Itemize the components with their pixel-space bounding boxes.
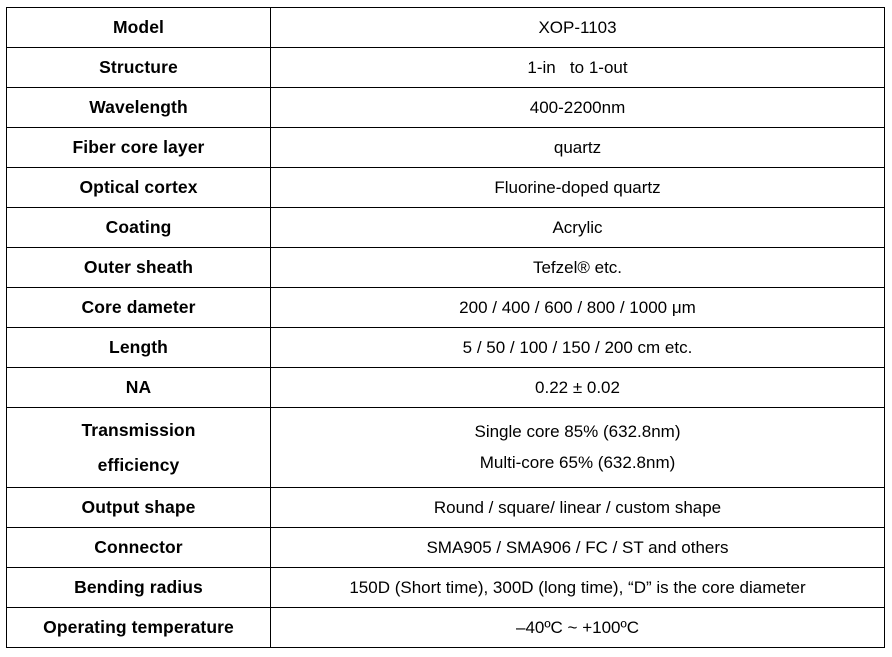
row-label-operating-temperature: Operating temperature [6, 607, 271, 648]
row-label-output-shape: Output shape [6, 487, 271, 528]
table-row: Transmission efficiency Single core 85% … [6, 407, 885, 488]
row-label-outer-sheath: Outer sheath [6, 247, 271, 288]
row-label-coating: Coating [6, 207, 271, 248]
row-value-output-shape: Round / square/ linear / custom shape [270, 487, 885, 528]
table-row: Bending radius 150D (Short time), 300D (… [6, 567, 885, 608]
row-label-length: Length [6, 327, 271, 368]
table-row: Outer sheath Tefzel® etc. [6, 247, 885, 288]
table-row: Structure 1-in to 1-out [6, 47, 885, 88]
row-value-model: XOP-1103 [270, 7, 885, 48]
table-row: Core dameter 200 / 400 / 600 / 800 / 100… [6, 287, 885, 328]
row-label-transmission-efficiency-line2: efficiency [97, 454, 180, 475]
row-value-coating: Acrylic [270, 207, 885, 248]
row-label-structure: Structure [6, 47, 271, 88]
row-label-wavelength: Wavelength [6, 87, 271, 128]
row-value-na: 0.22 ± 0.02 [270, 367, 885, 408]
table-row: Model XOP-1103 [6, 7, 885, 48]
row-value-outer-sheath: Tefzel® etc. [270, 247, 885, 288]
row-value-transmission-efficiency-line2: Multi-core 65% (632.8nm) [479, 453, 676, 472]
specification-table-container: Model XOP-1103 Structure 1-in to 1-out W… [6, 7, 885, 648]
row-value-connector: SMA905 / SMA906 / FC / ST and others [270, 527, 885, 568]
row-value-wavelength: 400-2200nm [270, 87, 885, 128]
table-row: Optical cortex Fluorine-doped quartz [6, 167, 885, 208]
table-row: Output shape Round / square/ linear / cu… [6, 487, 885, 528]
row-label-na: NA [6, 367, 271, 408]
table-row: Fiber core layer quartz [6, 127, 885, 168]
row-label-connector: Connector [6, 527, 271, 568]
table-row: Wavelength 400-2200nm [6, 87, 885, 128]
table-row: Length 5 / 50 / 100 / 150 / 200 cm etc. [6, 327, 885, 368]
row-label-transmission-efficiency-line1: Transmission [81, 420, 196, 441]
row-value-fiber-core-layer: quartz [270, 127, 885, 168]
table-row: Connector SMA905 / SMA906 / FC / ST and … [6, 527, 885, 568]
row-value-core-dameter: 200 / 400 / 600 / 800 / 1000 μm [270, 287, 885, 328]
row-value-optical-cortex: Fluorine-doped quartz [270, 167, 885, 208]
row-label-core-dameter: Core dameter [6, 287, 271, 328]
specification-table-body: Model XOP-1103 Structure 1-in to 1-out W… [6, 7, 885, 648]
specification-table: Model XOP-1103 Structure 1-in to 1-out W… [6, 7, 885, 648]
table-row: Coating Acrylic [6, 207, 885, 248]
table-row: NA 0.22 ± 0.02 [6, 367, 885, 408]
row-label-bending-radius: Bending radius [6, 567, 271, 608]
row-label-model: Model [6, 7, 271, 48]
row-label-fiber-core-layer: Fiber core layer [6, 127, 271, 168]
row-value-structure: 1-in to 1-out [270, 47, 885, 88]
row-label-optical-cortex: Optical cortex [6, 167, 271, 208]
row-value-bending-radius: 150D (Short time), 300D (long time), “D”… [270, 567, 885, 608]
row-value-operating-temperature: –40ºC ~ +100ºC [270, 607, 885, 648]
row-value-transmission-efficiency-line1: Single core 85% (632.8nm) [474, 422, 681, 442]
table-row: Operating temperature –40ºC ~ +100ºC [6, 607, 885, 648]
row-value-transmission-efficiency: Single core 85% (632.8nm) Multi-core 65%… [270, 407, 885, 488]
row-value-length: 5 / 50 / 100 / 150 / 200 cm etc. [270, 327, 885, 368]
row-label-transmission-efficiency: Transmission efficiency [6, 407, 271, 488]
